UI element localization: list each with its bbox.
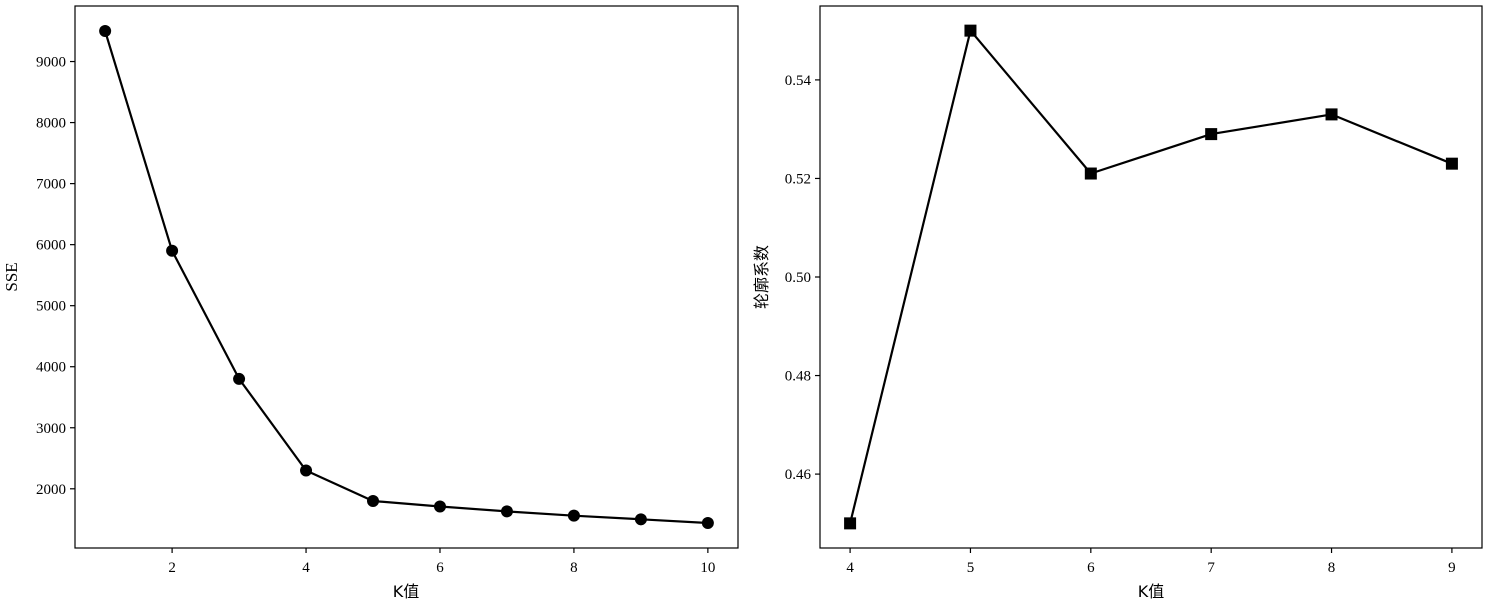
plot-frame xyxy=(819,5,1483,549)
tick-group: 2 4 6 8 10 2000 3000 4000 5000 6000 7000 8000 9000 xyxy=(36,55,715,576)
data-point-square xyxy=(1084,167,1097,180)
x-tick-label: 4 xyxy=(302,560,310,576)
y-tick-label: 0.54 xyxy=(785,73,812,89)
y-tick-label: 0.46 xyxy=(785,467,812,483)
series-line xyxy=(849,29,1453,524)
data-point-circle xyxy=(233,372,246,385)
x-axis-label: K值 xyxy=(1138,582,1165,601)
data-point-circle xyxy=(300,464,313,477)
y-tick-label: 6000 xyxy=(36,238,66,254)
y-tick-label: 3000 xyxy=(36,421,66,437)
x-tick-label: 7 xyxy=(1207,560,1215,576)
data-point-square xyxy=(1205,128,1218,141)
data-point-square xyxy=(844,517,857,530)
sse-elbow-chart: 2 4 6 8 10 2000 3000 4000 5000 6000 7000 8000 9000 K… xyxy=(2,5,739,601)
data-point-circle xyxy=(166,244,179,257)
data-point-circle xyxy=(367,495,380,508)
y-axis-label: 轮廓系数 xyxy=(752,245,771,309)
data-point-square xyxy=(964,24,977,37)
y-tick-label: 5000 xyxy=(36,299,66,315)
x-tick-label: 8 xyxy=(570,560,578,576)
y-tick-label: 7000 xyxy=(36,177,66,193)
y-tick-label: 0.50 xyxy=(785,270,811,286)
y-tick-label: 4000 xyxy=(36,360,66,376)
y-tick-label: 9000 xyxy=(36,55,66,71)
x-tick-label: 2 xyxy=(168,560,176,576)
x-tick-label: 5 xyxy=(967,560,975,576)
y-tick-label: 8000 xyxy=(36,116,66,132)
y-axis-label: SSE xyxy=(2,262,21,291)
x-axis-label: K值 xyxy=(393,582,420,601)
data-point-circle xyxy=(567,509,580,522)
data-point-circle xyxy=(433,500,446,513)
data-point-circle xyxy=(634,513,647,526)
x-tick-label: 6 xyxy=(1087,560,1095,576)
tick-group: 4 5 6 7 8 9 0.46 0.48 0.50 0.52 0.54 xyxy=(785,73,1456,576)
plot-frame xyxy=(74,5,739,549)
data-point-circle xyxy=(500,505,513,518)
series-group xyxy=(844,24,1458,530)
y-tick-label: 0.48 xyxy=(785,369,811,385)
x-tick-label: 10 xyxy=(700,560,715,576)
data-point-circle xyxy=(701,516,714,529)
data-point-square xyxy=(1325,108,1338,121)
y-tick-label: 0.52 xyxy=(785,171,811,187)
series-line xyxy=(104,30,708,525)
silhouette-coefficient-chart: 4 5 6 7 8 9 0.46 0.48 0.50 0.52 0.54 K值 轮廓系数 xyxy=(752,5,1483,601)
x-tick-label: 6 xyxy=(436,560,444,576)
data-point-circle xyxy=(99,25,112,38)
x-tick-label: 9 xyxy=(1448,560,1456,576)
data-point-square xyxy=(1445,157,1458,170)
x-tick-label: 8 xyxy=(1328,560,1336,576)
series-group xyxy=(99,25,714,529)
y-tick-label: 2000 xyxy=(36,482,66,498)
x-tick-label: 4 xyxy=(846,560,854,576)
